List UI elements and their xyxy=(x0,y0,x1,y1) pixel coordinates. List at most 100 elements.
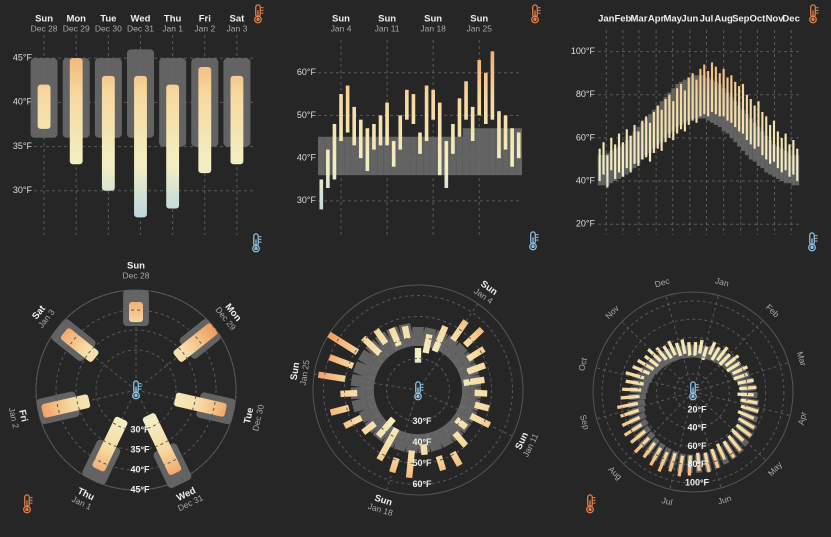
angular-tick-label: Nov xyxy=(603,303,621,321)
angular-tick-sublabel: Dec 30 xyxy=(250,403,266,432)
grid-ring xyxy=(365,337,471,443)
y-tick-label: 45°F xyxy=(13,53,33,63)
temperature-range-bar xyxy=(340,389,358,398)
x-tick-sublabel: Jan 18 xyxy=(420,23,446,33)
normal-range-bar xyxy=(352,361,379,381)
temperature-range-bar xyxy=(788,144,791,177)
temperature-range-bar xyxy=(637,131,640,166)
x-tick-label: Nov xyxy=(766,14,785,25)
temperature-range-bar xyxy=(69,58,83,165)
thermometer-icon xyxy=(808,232,819,252)
angular-tick-label: Aug xyxy=(606,464,624,482)
temperature-range-bar xyxy=(621,142,624,177)
normal-range-bar xyxy=(469,128,476,176)
x-tick-label: Mar xyxy=(631,14,648,25)
temperature-range-bar xyxy=(444,141,449,189)
grid-spoke xyxy=(692,391,767,461)
temperature-range-bar xyxy=(722,68,725,117)
y-tick-label: 35°F xyxy=(13,141,33,151)
temperature-range-bar xyxy=(391,141,396,167)
thermometer-icon xyxy=(23,494,34,514)
temperature-range-bar xyxy=(687,455,692,476)
normal-range-bar xyxy=(456,136,463,176)
angular-tick-sublabel: Dec 28 xyxy=(123,270,150,280)
temperature-range-bar xyxy=(703,64,706,115)
temperature-range-bar xyxy=(699,68,702,117)
temperature-range-bar xyxy=(664,99,667,143)
x-tick-sublabel: Jan 3 xyxy=(227,23,248,33)
temperature-range-bar xyxy=(462,326,485,348)
temperature-range-bar xyxy=(738,86,741,132)
x-tick-sublabel: Dec 29 xyxy=(63,23,90,33)
radial-tick-label: 100°F xyxy=(685,477,710,487)
temperature-range-bar xyxy=(765,116,768,160)
temperature-range-bar xyxy=(677,455,685,477)
temperature-range-bar xyxy=(457,98,462,137)
x-tick-label: Sun xyxy=(35,14,53,25)
radial-tick-label: 40°F xyxy=(412,437,432,447)
grid-ring xyxy=(386,358,450,422)
temperature-range-bar xyxy=(703,452,711,473)
temperature-range-bar xyxy=(329,404,350,416)
temperature-range-bar xyxy=(667,340,677,356)
temperature-range-bar xyxy=(622,387,642,392)
temperature-range-bar xyxy=(606,155,609,188)
temperature-range-bar xyxy=(633,436,651,454)
angular-tick-label: Mar xyxy=(795,350,809,367)
y-tick-label: 30°F xyxy=(13,185,33,195)
temperature-range-bar xyxy=(339,94,343,142)
temperature-range-bar xyxy=(41,394,91,418)
thermometer-icon xyxy=(529,231,540,251)
temperature-range-bar xyxy=(602,142,605,175)
temperature-range-bar xyxy=(385,102,389,146)
normal-range-bar xyxy=(383,136,391,176)
temperature-range-bar xyxy=(687,77,690,125)
temperature-range-bar xyxy=(679,83,683,130)
grid-spoke xyxy=(596,391,694,420)
grid-ring xyxy=(55,309,217,471)
temperature-range-bar xyxy=(730,75,733,123)
grid-ring xyxy=(674,373,712,411)
temperature-range-bar xyxy=(398,115,403,150)
x-tick-sublabel: Dec 28 xyxy=(31,23,58,33)
temperature-range-bar xyxy=(672,101,675,141)
temperature-range-bar xyxy=(691,73,694,121)
thermometer-icon xyxy=(252,233,263,253)
grid-ring xyxy=(75,329,197,451)
grid-spoke xyxy=(692,295,720,393)
y-tick-label: 40°F xyxy=(576,175,596,185)
temperature-range-bar xyxy=(490,51,495,120)
normal-range-bar xyxy=(350,136,358,176)
temperature-range-bar xyxy=(466,362,487,375)
x-tick-sublabel: Jan 1 xyxy=(162,23,183,33)
temperature-range-bar xyxy=(463,376,485,387)
normal-range-bar xyxy=(429,136,437,176)
normal-range-bar xyxy=(434,425,454,448)
temperature-range-bar xyxy=(345,85,350,133)
x-tick-label: Sun xyxy=(332,14,350,25)
temperature-range-bar xyxy=(643,354,660,368)
temperature-range-bar xyxy=(730,428,745,442)
temperature-range-bar xyxy=(452,430,469,448)
angular-tick-label: Jan xyxy=(714,275,730,288)
grid-spoke xyxy=(692,391,791,416)
temperature-range-bar xyxy=(198,67,212,174)
temperature-range-bar xyxy=(101,75,115,191)
normal-range-bar xyxy=(482,128,490,176)
temperature-range-bar xyxy=(424,85,429,142)
temperature-range-bar xyxy=(497,111,501,159)
normal-range-bar xyxy=(318,136,325,176)
temperature-range-bar xyxy=(614,144,617,179)
grid-ring xyxy=(656,355,730,429)
radial-tick-label: 40°F xyxy=(130,464,150,474)
temperature-range-bar xyxy=(753,105,756,149)
temperature-range-bar xyxy=(483,72,488,124)
temperature-range-bar xyxy=(327,331,360,355)
angular-tick-label: Sun xyxy=(373,493,394,509)
x-tick-label: Sun xyxy=(424,14,442,25)
x-tick-label: Wed xyxy=(131,14,151,25)
angular-tick-label: Tue xyxy=(242,407,256,425)
angular-tick-label: Jul xyxy=(661,495,674,507)
temperature-range-bar xyxy=(629,429,647,444)
grid-spoke xyxy=(665,295,694,393)
